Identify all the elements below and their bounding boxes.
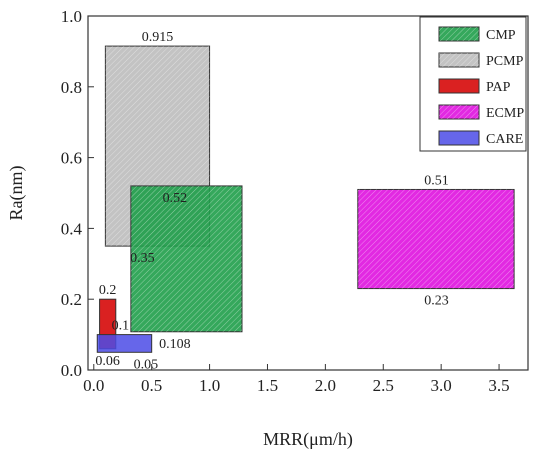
x-tick-label: 1.0 <box>199 376 220 395</box>
data-label-pap: 0.06 <box>95 354 120 369</box>
y-tick-label: 0.2 <box>61 290 82 309</box>
plot-frame <box>87 15 529 371</box>
y-tick-label: 0.0 <box>61 361 82 380</box>
legend-swatch-hatch-pcmp <box>439 53 479 67</box>
x-tick-label: 1.5 <box>257 376 278 395</box>
legend-swatch-care <box>438 130 480 146</box>
x-tick-label: 0.0 <box>83 376 104 395</box>
range-rect-care <box>96 334 153 353</box>
plot-area <box>87 15 529 371</box>
data-label-pap: 0.2 <box>99 283 117 298</box>
y-tick-label: 0.8 <box>61 78 82 97</box>
legend-label-care: CARE <box>486 132 523 147</box>
data-label-care: 0.1 <box>112 319 130 334</box>
data-label-cmp: 0.52 <box>163 191 188 206</box>
y-tick-label: 0.4 <box>61 219 83 238</box>
range-rect-hatch-cmp <box>130 185 242 332</box>
data-label-ecmp: 0.51 <box>424 173 449 188</box>
legend-label-ecmp: ECMP <box>486 106 524 121</box>
y-axis-title: Ra(nm) <box>6 166 27 221</box>
x-tick-label: 0.5 <box>141 376 162 395</box>
x-tick-label: 3.0 <box>431 376 452 395</box>
legend-swatch-pap <box>438 78 480 94</box>
x-tick-label: 2.5 <box>373 376 394 395</box>
y-tick-label: 1.0 <box>61 7 82 26</box>
legend-items: CMP PCMP PAP ECMP CARE <box>438 26 524 147</box>
data-label-ecmp: 0.23 <box>424 294 449 309</box>
data-label-cmp: 0.108 <box>159 337 191 352</box>
x-tick-label: 3.5 <box>488 376 509 395</box>
legend-label-pcmp: PCMP <box>486 54 524 69</box>
data-label-pcmp: 0.35 <box>130 251 155 266</box>
range-rect-hatch-ecmp <box>357 189 515 289</box>
legend-label-pap: PAP <box>486 80 511 95</box>
legend: CMP PCMP PAP ECMP CARE <box>419 16 527 152</box>
data-label-care: 0.05 <box>134 357 159 372</box>
axis-ticks: 0.0 0.5 1.0 1.5 2.0 2.5 3.0 3.5 0.0 0.2 0.4 0.6 0.8 1… <box>61 7 510 395</box>
x-axis-title: MRR(μm/h) <box>263 429 353 450</box>
legend-swatch-hatch-ecmp <box>439 105 479 119</box>
data-label-pcmp: 0.915 <box>142 30 174 45</box>
range-rectangles <box>96 45 515 353</box>
y-tick-label: 0.6 <box>61 149 82 168</box>
legend-label-cmp: CMP <box>486 28 516 43</box>
legend-swatch-hatch-cmp <box>439 27 479 41</box>
x-tick-label: 2.0 <box>315 376 336 395</box>
